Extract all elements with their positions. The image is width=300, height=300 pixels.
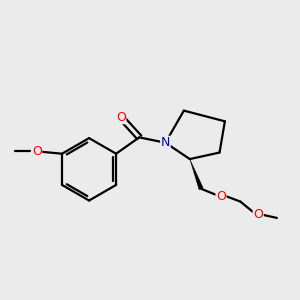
Text: O: O [253,208,263,221]
Text: O: O [32,145,42,158]
Text: N: N [161,136,170,149]
Text: O: O [216,190,226,203]
Polygon shape [190,159,203,190]
Text: O: O [116,111,126,124]
